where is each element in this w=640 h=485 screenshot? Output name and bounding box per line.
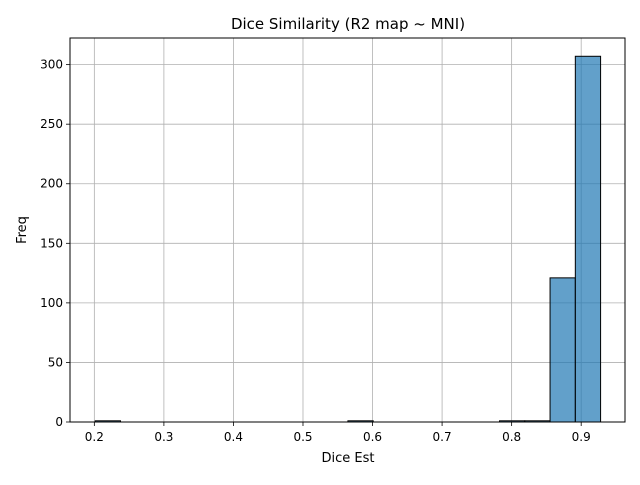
x-axis-ticks: 0.2 0.3 0.4 0.5 0.6 0.7 0.8 0.9 [85, 422, 591, 444]
y-axis-ticks: 0 50 100 150 200 250 300 [40, 58, 70, 429]
y-tick-label: 200 [40, 177, 63, 191]
x-axis-label: Dice Est [322, 451, 375, 466]
x-tick-label: 0.3 [154, 430, 173, 444]
x-tick-label: 0.2 [85, 430, 104, 444]
y-axis-label: Freq [15, 216, 30, 244]
x-tick-label: 0.9 [572, 430, 591, 444]
grid [70, 38, 625, 423]
x-tick-label: 0.5 [293, 430, 312, 444]
histogram-bar [549, 277, 576, 423]
chart-title: Dice Similarity (R2 map ~ MNI) [231, 15, 465, 33]
plot-frame [69, 37, 626, 423]
x-tick-label: 0.7 [433, 430, 452, 444]
y-tick-label: 300 [40, 58, 63, 72]
histogram-bar [574, 55, 602, 423]
y-tick-label: 0 [55, 415, 63, 429]
y-tick-label: 250 [40, 117, 63, 131]
x-tick-label: 0.6 [363, 430, 382, 444]
y-tick-label: 100 [40, 296, 63, 310]
y-tick-label: 50 [48, 355, 63, 369]
bars [94, 55, 602, 423]
x-tick-label: 0.4 [224, 430, 243, 444]
x-tick-label: 0.8 [502, 430, 521, 444]
y-tick-label: 150 [40, 236, 63, 250]
